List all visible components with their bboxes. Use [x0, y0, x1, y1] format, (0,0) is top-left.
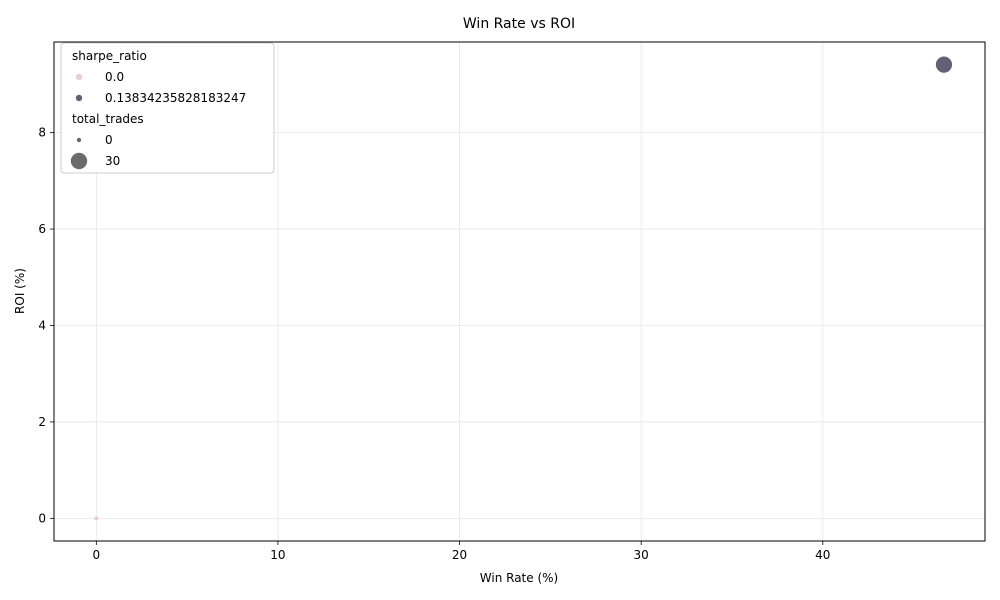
- x-tick-label: 0: [92, 548, 100, 562]
- data-point: [93, 515, 100, 522]
- x-axis-ticks: 0 10 20 30 40: [92, 541, 830, 562]
- legend-title: sharpe_ratio: [72, 49, 147, 63]
- y-tick-label: 2: [38, 415, 46, 429]
- y-tick-label: 4: [38, 318, 46, 332]
- y-axis-ticks: 0 2 4 6 8: [38, 126, 54, 525]
- legend-marker: [70, 152, 88, 170]
- x-tick-label: 40: [815, 548, 830, 562]
- chart-title: Win Rate vs ROI: [463, 16, 575, 32]
- y-tick-label: 0: [38, 511, 46, 525]
- grid-lines: [54, 42, 985, 541]
- legend-marker: [75, 73, 83, 81]
- y-axis-label: ROI (%): [13, 268, 27, 314]
- legend: sharpe_ratio 0.0 0.13834235828183247 total_…: [60, 42, 275, 174]
- x-tick-label: 20: [452, 548, 467, 562]
- x-tick-label: 30: [634, 548, 649, 562]
- plot-frame: [53, 41, 986, 542]
- x-tick-label: 10: [270, 548, 285, 562]
- legend-entry-label: 0.13834235828183247: [105, 91, 246, 105]
- data-points: [93, 55, 953, 522]
- legend-marker: [75, 94, 83, 102]
- legend-title: total_trades: [72, 112, 144, 126]
- legend-entry-label: 0.0: [105, 70, 124, 84]
- y-tick-label: 8: [38, 126, 46, 140]
- x-axis-label: Win Rate (%): [480, 571, 558, 585]
- legend-entry-label: 30: [105, 154, 120, 168]
- legend-box: [60, 42, 275, 174]
- legend-marker: [76, 137, 82, 143]
- y-tick-label: 6: [38, 222, 46, 236]
- legend-entry-label: 0: [105, 133, 113, 147]
- data-point: [935, 55, 953, 74]
